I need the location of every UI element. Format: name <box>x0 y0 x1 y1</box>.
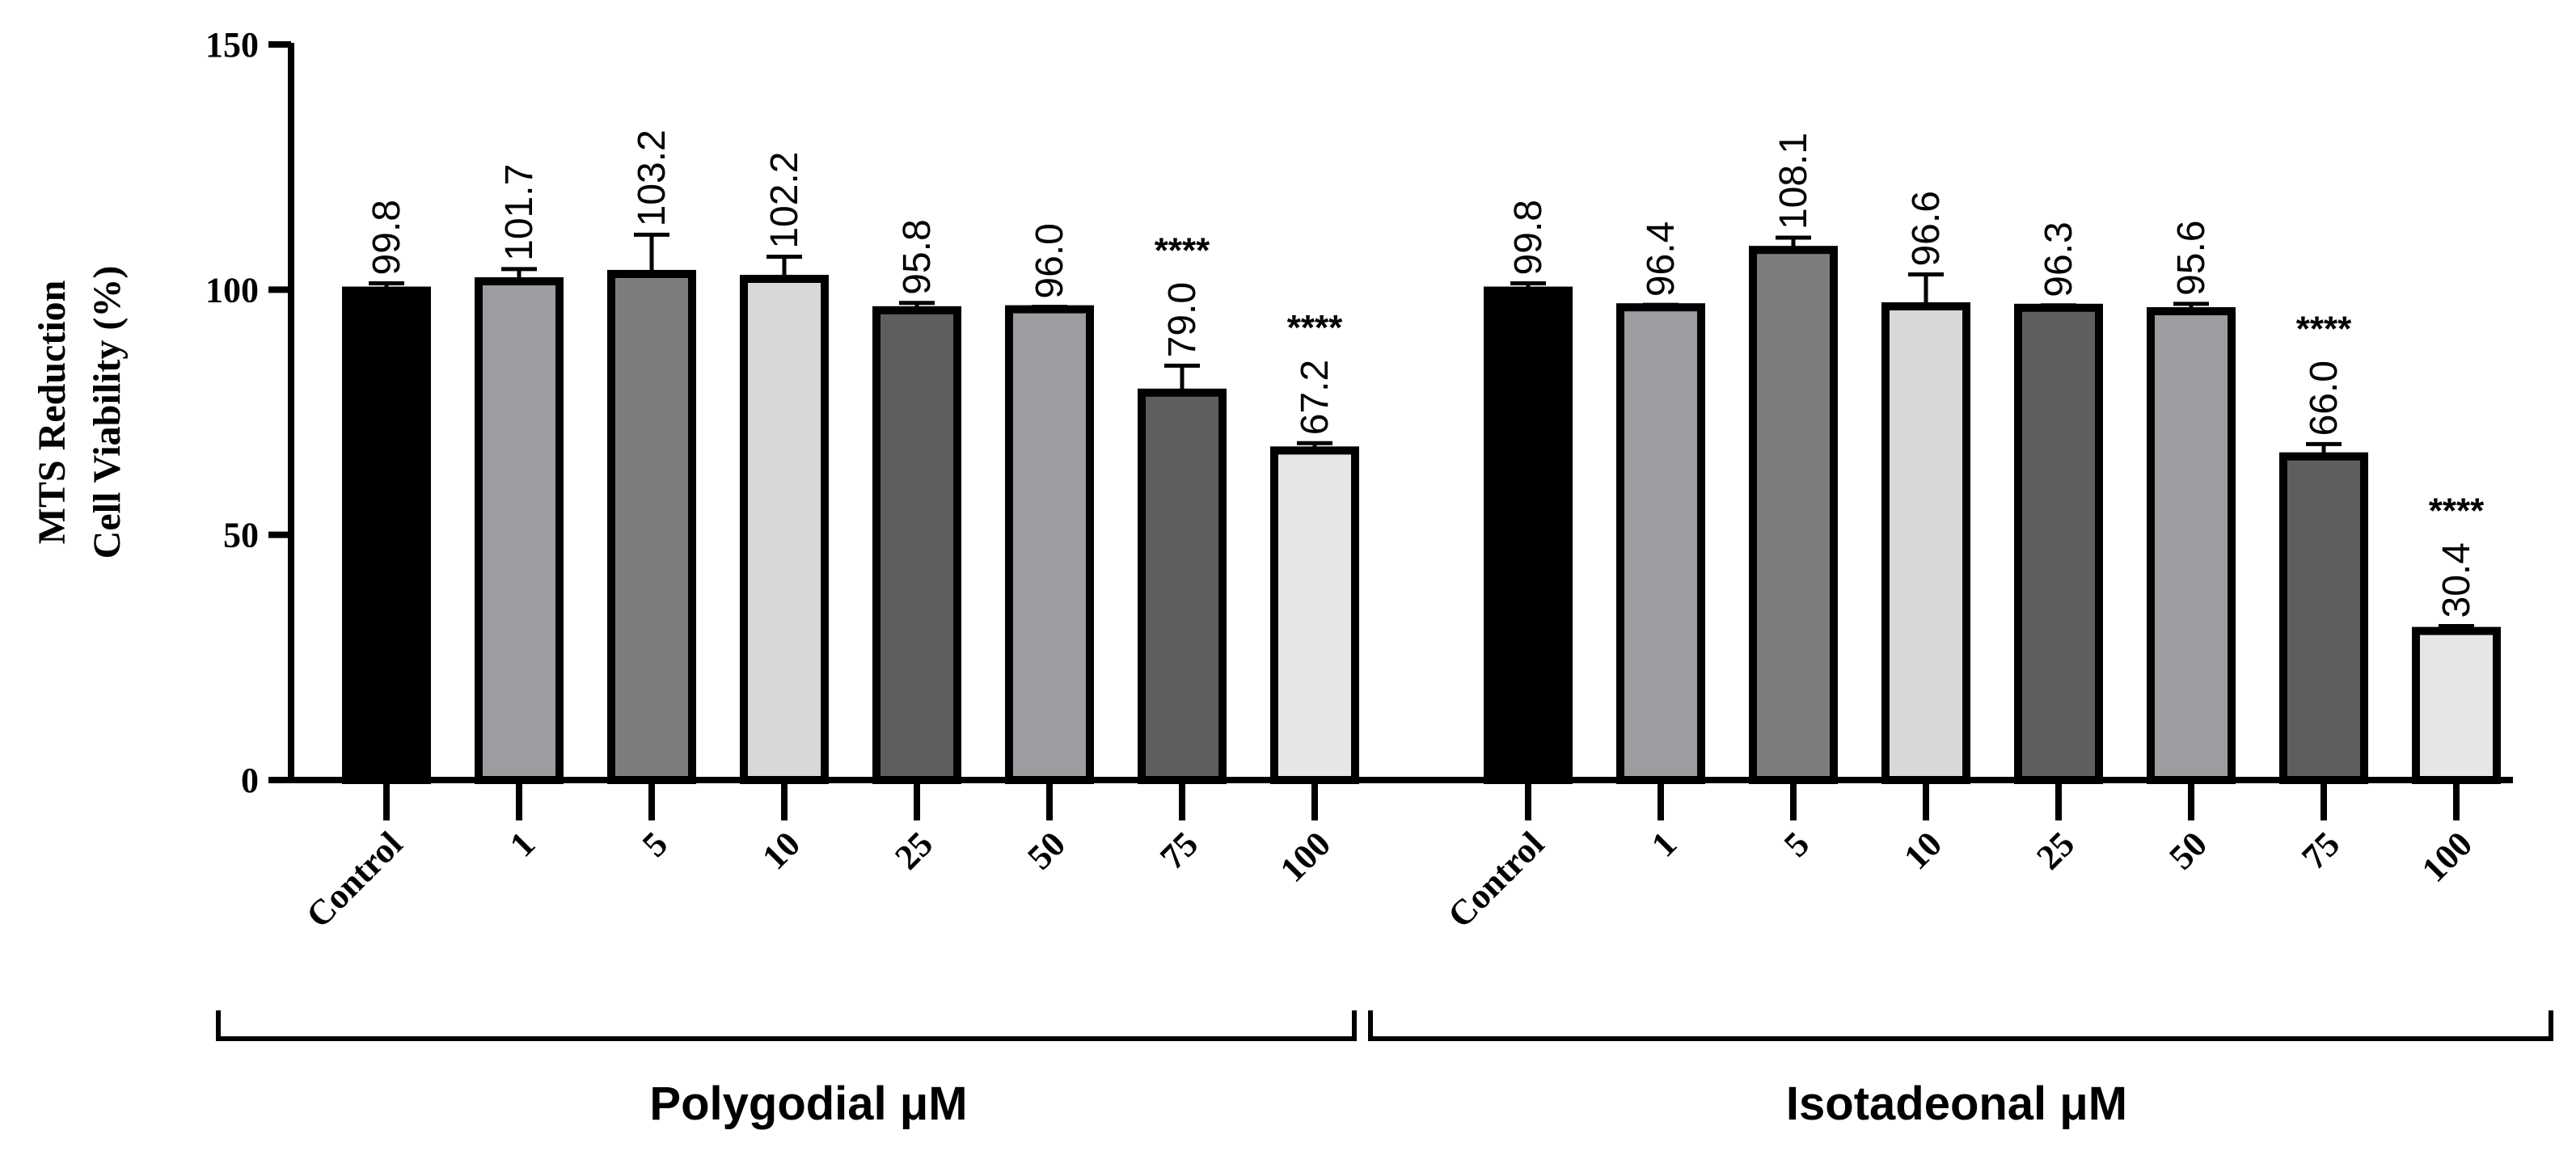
value-label-1-3: 96.6 <box>1905 191 1948 266</box>
category-label-1-7: 100 <box>2414 824 2480 889</box>
value-label-1-4: 96.3 <box>2038 221 2080 297</box>
significance-1-7: **** <box>2429 491 2485 531</box>
value-label-0-2: 103.2 <box>631 129 674 226</box>
y-tick-label-100: 100 <box>205 270 259 310</box>
significance-0-7: **** <box>1287 308 1343 348</box>
value-label-1-6: 66.0 <box>2303 361 2346 436</box>
category-label-1-6: 75 <box>2294 824 2347 877</box>
bar-0-7 <box>1270 446 1359 784</box>
group-bracket-1 <box>1368 1010 2553 1041</box>
value-label-1-2: 108.1 <box>1772 133 1815 230</box>
category-label-1-4: 25 <box>2029 824 2082 877</box>
bar-0-3 <box>740 274 829 784</box>
category-label-1-3: 10 <box>1896 824 1949 877</box>
category-label-1-1: 1 <box>1644 824 1684 864</box>
significance-1-6: **** <box>2296 309 2352 348</box>
y-tick-label-0: 0 <box>241 761 259 800</box>
value-label-1-0: 99.8 <box>1507 200 1550 275</box>
y-axis-title-line2: Cell Viability (%) <box>86 266 129 559</box>
bar-0-4 <box>872 306 961 784</box>
value-label-1-7: 30.4 <box>2435 542 2478 618</box>
bar-0-5 <box>1005 305 1094 785</box>
category-label-1-5: 50 <box>2161 824 2215 877</box>
category-label-0-5: 50 <box>1020 824 1073 877</box>
category-label-0-1: 1 <box>502 824 543 864</box>
bar-1-1 <box>1616 303 1705 784</box>
value-label-0-7: 67.2 <box>1294 360 1337 435</box>
bar-1-6 <box>2279 452 2368 784</box>
significance-0-6: **** <box>1155 230 1210 270</box>
bar-1-7 <box>2412 626 2501 784</box>
y-tick-label-50: 50 <box>223 516 259 555</box>
value-label-0-0: 99.8 <box>365 200 408 275</box>
category-label-0-6: 75 <box>1152 824 1206 877</box>
bar-1-4 <box>2014 303 2103 784</box>
bar-1-3 <box>1881 302 1970 784</box>
bar-0-0 <box>342 286 431 784</box>
category-label-0-4: 25 <box>887 824 940 877</box>
bar-1-2 <box>1749 246 1838 784</box>
category-label-0-2: 5 <box>635 824 675 864</box>
value-label-1-1: 96.4 <box>1640 221 1683 297</box>
value-label-0-1: 101.7 <box>498 164 541 261</box>
category-label-0-7: 100 <box>1273 824 1338 889</box>
category-label-0-3: 10 <box>754 824 808 877</box>
y-axis-title-line1: MTS Reduction <box>31 280 74 545</box>
bar-0-6 <box>1138 388 1227 784</box>
value-label-0-6: 79.0 <box>1161 282 1204 357</box>
bar-1-5 <box>2147 307 2236 784</box>
y-tick-label-150: 150 <box>205 25 259 65</box>
value-label-0-4: 95.8 <box>896 219 939 294</box>
value-label-0-3: 102.2 <box>763 152 806 249</box>
category-label-0-0: Control <box>298 824 410 935</box>
group-bracket-0 <box>216 1010 1357 1041</box>
group-label-0: Polygodial μM <box>649 1078 967 1130</box>
group-label-1: Isotadeonal μM <box>1786 1078 2127 1130</box>
value-label-1-5: 95.6 <box>2170 221 2213 296</box>
category-label-1-2: 5 <box>1776 824 1817 864</box>
value-label-0-5: 96.0 <box>1028 223 1071 298</box>
bar-1-0 <box>1484 286 1573 784</box>
bar-0-1 <box>475 277 564 784</box>
category-label-1-0: Control <box>1440 824 1552 935</box>
bar-0-2 <box>607 269 696 785</box>
